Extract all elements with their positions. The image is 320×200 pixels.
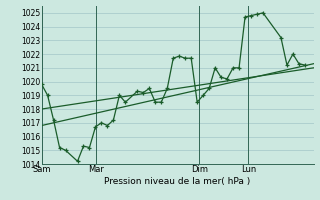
X-axis label: Pression niveau de la mer( hPa ): Pression niveau de la mer( hPa ): [104, 177, 251, 186]
